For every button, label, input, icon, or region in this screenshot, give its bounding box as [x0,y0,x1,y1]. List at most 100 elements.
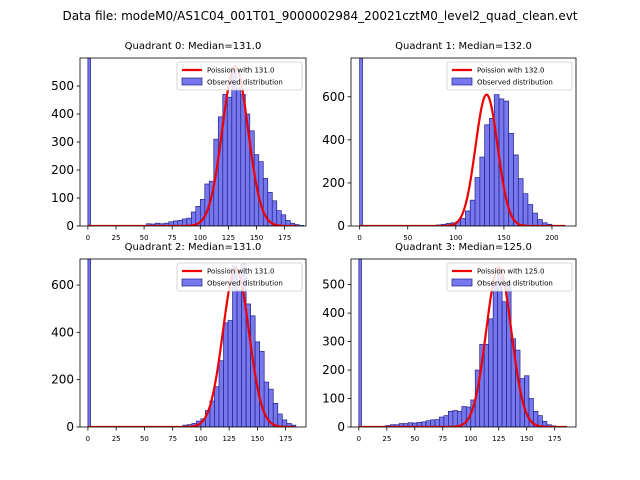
quadrant-2-bar [277,413,283,427]
quadrant-2-xtick-label: 50 [140,435,149,443]
quadrant-3-bar [483,344,490,427]
quadrant-0-legend-bar-swatch [181,77,203,86]
quadrant-2-axes-frame [79,258,307,428]
quadrant-0-plot-area [87,58,305,226]
quadrant-3-xtick-label: 125 [492,435,505,443]
panels: Quadrant 0: Median=131.00100200300400500… [51,41,577,443]
quadrant-1-bar [517,178,524,226]
quadrant-2-bar [272,402,279,427]
quadrant-3-xtick-label: 175 [548,435,561,443]
quadrant-2-legend-curve-label: Poission with 131.0 [207,268,275,276]
quadrant-3-bar [448,410,454,427]
quadrant-3-ytick-label: 0 [337,420,345,434]
quadrant-0-bar [240,94,246,226]
quadrant-3-bar [434,419,440,427]
quadrant-3-ytick-label: 400 [322,306,345,320]
quadrant-3-ytick-label: 300 [322,335,345,349]
quadrant-2-legend-bar-label: Observed distribution [207,280,283,288]
quadrant-0-xtick-label: 75 [168,234,177,242]
quadrant-2-bar [214,386,220,427]
quadrant-0-bar [280,214,287,226]
quadrant-2-legend-bar-swatch [181,278,203,287]
quadrant-2-ytick-label: 0 [66,420,74,434]
quadrant-0-xtick-label: 125 [222,234,235,242]
quadrant-3-legend-bar-label: Observed distribution [477,280,553,288]
quadrant-2-xtick-label: 100 [194,435,207,443]
quadrant-2-bar [236,289,242,427]
quadrant-3-bar [492,284,498,427]
quadrant-1-legend-curve-label: Poission with 132.0 [477,67,545,75]
quadrant-1-bar [493,94,500,226]
quadrant-0-bar [231,68,237,226]
quadrant-2-ytick-label: 600 [51,278,74,292]
quadrant-1-xtick-label: 150 [497,234,510,242]
quadrant-3-title: Quadrant 3: Median=125.0 [395,242,532,253]
quadrant-0-bar [258,161,264,226]
quadrant-0-ytick-label: 200 [51,163,74,177]
quadrant-2-xtick-label: 125 [222,435,235,443]
quadrant-3-bar [452,410,458,427]
quadrant-2-ytick-label: 200 [51,373,74,387]
quadrant-3-bar [501,301,507,427]
quadrant-3-panel: Quadrant 3: Median=125.00100200300400500… [322,242,577,443]
quadrant-3-axes-frame [350,258,577,428]
quadrant-0-bar-zero [87,58,91,226]
quadrant-1-xtick-label: 50 [403,234,412,242]
quadrant-1-ytick-label: 600 [322,90,345,104]
quadrant-0-legend: Poission with 131.0 Observed distribution [176,61,303,91]
quadrant-1-legend-bar-label: Observed distribution [477,79,553,87]
quadrant-3-ytick-label: 200 [322,363,345,377]
quadrant-0-xtick-label: 175 [278,234,291,242]
quadrant-0-bar [226,96,233,226]
quadrant-0-title: Quadrant 0: Median=131.0 [125,41,262,52]
quadrant-0-xtick-label: 150 [250,234,263,242]
quadrant-1-xtick-label: 0 [357,234,361,242]
quadrant-0-bar [276,210,282,226]
quadrant-2-title: Quadrant 2: Median=131.0 [125,242,262,253]
quadrant-1-bar [532,212,538,226]
quadrant-2-legend-box [176,262,303,292]
quadrant-0-xtick-label: 0 [86,234,90,242]
quadrant-3-bar [439,416,445,427]
quadrant-1-xtick-label: 200 [545,234,558,242]
quadrant-2-plot-area [87,259,297,427]
quadrant-1-bar [513,154,519,226]
quadrant-3-legend-curve-label: Poission with 125.0 [477,268,545,276]
quadrant-3-ytick-label: 100 [322,392,345,406]
quadrant-0-ytick-label: 400 [51,107,74,121]
quadrant-2-xtick-label: 75 [168,435,177,443]
quadrant-1-ytick-label: 200 [322,176,345,190]
quadrant-0-bar [271,200,278,226]
quadrant-3-bar-zero [358,259,362,427]
quadrant-2-poisson-curve [87,267,295,427]
quadrant-1-bar [460,218,466,226]
quadrant-1-bar [479,156,486,226]
quadrant-3-xtick-label: 150 [520,435,533,443]
quadrant-1-bar [469,199,476,226]
quadrant-1-bar [474,177,481,226]
quadrant-3-xtick-label: 0 [357,435,361,443]
figure-suptitle: Data file: modeM0/AS1C04_001T01_90000029… [62,9,577,23]
quadrant-1-ytick-label: 400 [322,133,345,147]
quadrant-3-xtick-label: 100 [464,435,477,443]
quadrant-1-bar [484,124,490,226]
quadrant-1-bar [465,210,471,226]
quadrant-0-xtick-label: 25 [112,234,121,242]
quadrant-3-bar [488,318,494,427]
quadrant-3-poisson-curve [358,266,568,427]
quadrant-0-xtick-label: 100 [194,234,207,242]
quadrant-0-bar [235,88,242,226]
quadrant-2-xtick-label: 25 [112,435,121,443]
quadrant-0-xtick-label: 50 [140,234,149,242]
quadrant-2-bar [218,360,224,427]
quadrant-1-bar [527,204,534,226]
quadrant-2-bar [223,322,229,427]
quadrant-1-axes-frame [350,57,577,227]
quadrant-0-panel: Quadrant 0: Median=131.00100200300400500… [51,41,307,242]
quadrant-2-panel: Quadrant 2: Median=131.0 0 200 400 600 0 25 50 7… [51,242,307,443]
quadrant-2-bar [227,320,233,427]
quadrant-0-ytick-label: 500 [51,79,74,93]
quadrant-0-poisson-curve [87,65,297,226]
quadrant-1-legend-box [446,61,573,91]
quadrant-3-xtick-label: 75 [438,435,447,443]
